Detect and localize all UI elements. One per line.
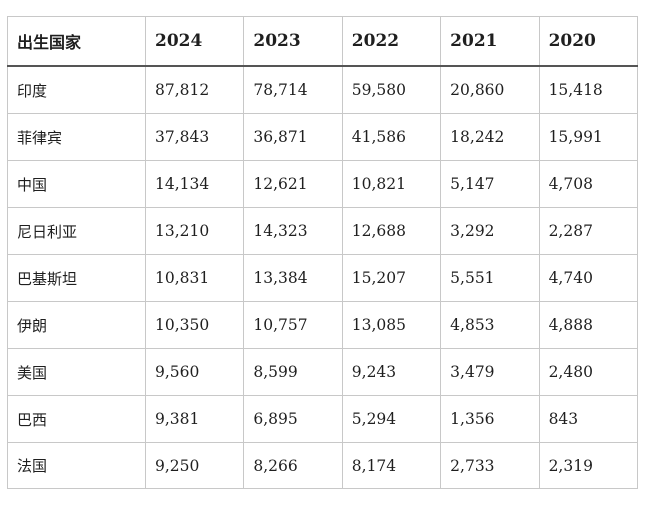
column-header-2024: 2024 bbox=[144, 16, 245, 67]
value-cell: 3,292 bbox=[440, 207, 540, 255]
value-cell: 37,843 bbox=[144, 113, 245, 161]
value-cell: 1,356 bbox=[440, 395, 540, 443]
value-cell: 4,853 bbox=[440, 301, 540, 349]
value-cell: 8,599 bbox=[243, 348, 343, 396]
table-row: 法国 9,250 8,266 8,174 2,733 2,319 bbox=[7, 442, 638, 489]
value-cell: 4,708 bbox=[538, 160, 638, 208]
value-cell: 36,871 bbox=[243, 113, 343, 161]
value-cell: 4,888 bbox=[538, 301, 638, 349]
value-cell: 13,384 bbox=[243, 254, 343, 302]
table-row: 美国 9,560 8,599 9,243 3,479 2,480 bbox=[7, 348, 638, 396]
value-cell: 15,418 bbox=[538, 65, 638, 114]
table-row: 巴西 9,381 6,895 5,294 1,356 843 bbox=[7, 395, 638, 443]
table-row: 尼日利亚 13,210 14,323 12,688 3,292 2,287 bbox=[7, 207, 638, 255]
table-row: 中国 14,134 12,621 10,821 5,147 4,708 bbox=[7, 160, 638, 208]
value-cell: 5,551 bbox=[440, 254, 540, 302]
data-table-container: 出生国家 2024 2023 2022 2021 2020 印度 87,812 … bbox=[7, 16, 638, 489]
value-cell: 41,586 bbox=[341, 113, 442, 161]
value-cell: 13,210 bbox=[144, 207, 245, 255]
column-header-country: 出生国家 bbox=[7, 16, 146, 67]
country-cell: 印度 bbox=[7, 65, 146, 114]
value-cell: 14,323 bbox=[243, 207, 343, 255]
value-cell: 9,250 bbox=[144, 442, 245, 489]
value-cell: 843 bbox=[538, 395, 638, 443]
value-cell: 10,350 bbox=[144, 301, 245, 349]
value-cell: 14,134 bbox=[144, 160, 245, 208]
table-row: 菲律宾 37,843 36,871 41,586 18,242 15,991 bbox=[7, 113, 638, 161]
column-header-2020: 2020 bbox=[538, 16, 638, 67]
column-header-2022: 2022 bbox=[341, 16, 442, 67]
value-cell: 59,580 bbox=[341, 65, 442, 114]
country-cell: 伊朗 bbox=[7, 301, 146, 349]
value-cell: 20,860 bbox=[440, 65, 540, 114]
value-cell: 2,480 bbox=[538, 348, 638, 396]
value-cell: 13,085 bbox=[341, 301, 442, 349]
value-cell: 9,243 bbox=[341, 348, 442, 396]
value-cell: 78,714 bbox=[243, 65, 343, 114]
header-row: 出生国家 2024 2023 2022 2021 2020 bbox=[7, 16, 638, 67]
value-cell: 15,207 bbox=[341, 254, 442, 302]
value-cell: 87,812 bbox=[144, 65, 245, 114]
column-header-2021: 2021 bbox=[440, 16, 540, 67]
value-cell: 8,174 bbox=[341, 442, 442, 489]
value-cell: 3,479 bbox=[440, 348, 540, 396]
country-cell: 菲律宾 bbox=[7, 113, 146, 161]
value-cell: 12,621 bbox=[243, 160, 343, 208]
value-cell: 2,733 bbox=[440, 442, 540, 489]
country-cell: 法国 bbox=[7, 442, 146, 489]
value-cell: 18,242 bbox=[440, 113, 540, 161]
table-row: 印度 87,812 78,714 59,580 20,860 15,418 bbox=[7, 65, 638, 114]
country-cell: 巴基斯坦 bbox=[7, 254, 146, 302]
country-cell: 美国 bbox=[7, 348, 146, 396]
column-header-2023: 2023 bbox=[243, 16, 343, 67]
value-cell: 4,740 bbox=[538, 254, 638, 302]
value-cell: 10,757 bbox=[243, 301, 343, 349]
country-cell: 巴西 bbox=[7, 395, 146, 443]
value-cell: 5,294 bbox=[341, 395, 442, 443]
value-cell: 9,381 bbox=[144, 395, 245, 443]
birth-country-table: 出生国家 2024 2023 2022 2021 2020 印度 87,812 … bbox=[7, 16, 638, 489]
table-row: 伊朗 10,350 10,757 13,085 4,853 4,888 bbox=[7, 301, 638, 349]
value-cell: 8,266 bbox=[243, 442, 343, 489]
value-cell: 2,319 bbox=[538, 442, 638, 489]
value-cell: 12,688 bbox=[341, 207, 442, 255]
country-cell: 尼日利亚 bbox=[7, 207, 146, 255]
country-cell: 中国 bbox=[7, 160, 146, 208]
value-cell: 5,147 bbox=[440, 160, 540, 208]
value-cell: 15,991 bbox=[538, 113, 638, 161]
table-row: 巴基斯坦 10,831 13,384 15,207 5,551 4,740 bbox=[7, 254, 638, 302]
value-cell: 2,287 bbox=[538, 207, 638, 255]
value-cell: 10,821 bbox=[341, 160, 442, 208]
value-cell: 6,895 bbox=[243, 395, 343, 443]
value-cell: 9,560 bbox=[144, 348, 245, 396]
value-cell: 10,831 bbox=[144, 254, 245, 302]
